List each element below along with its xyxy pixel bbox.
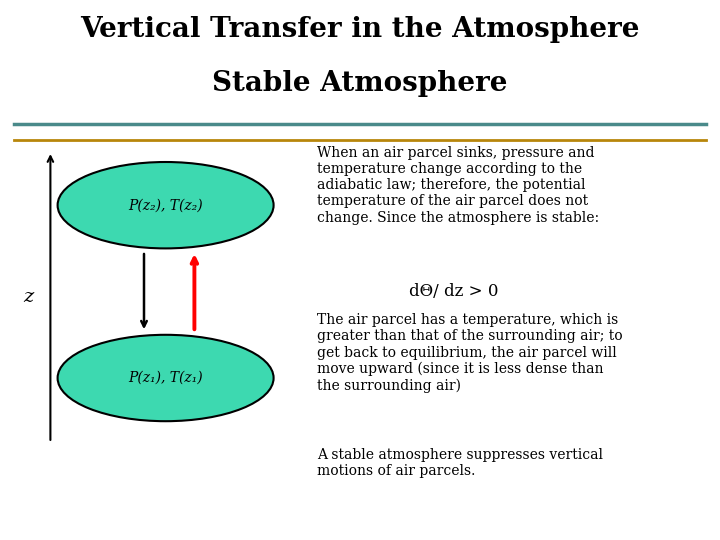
Text: Stable Atmosphere: Stable Atmosphere (212, 70, 508, 97)
Text: A stable atmosphere suppresses vertical
motions of air parcels.: A stable atmosphere suppresses vertical … (317, 448, 603, 478)
Text: Vertical Transfer in the Atmosphere: Vertical Transfer in the Atmosphere (80, 16, 640, 43)
Text: P(z₂), T(z₂): P(z₂), T(z₂) (128, 198, 203, 212)
Text: When an air parcel sinks, pressure and
temperature change according to the
adiab: When an air parcel sinks, pressure and t… (317, 146, 599, 225)
Text: P(z₁), T(z₁): P(z₁), T(z₁) (128, 371, 203, 385)
Text: z: z (24, 288, 34, 306)
Text: dΘ/ dz > 0: dΘ/ dz > 0 (409, 284, 498, 300)
Ellipse shape (58, 162, 274, 248)
Ellipse shape (58, 335, 274, 421)
Text: The air parcel has a temperature, which is
greater than that of the surrounding : The air parcel has a temperature, which … (317, 313, 622, 393)
